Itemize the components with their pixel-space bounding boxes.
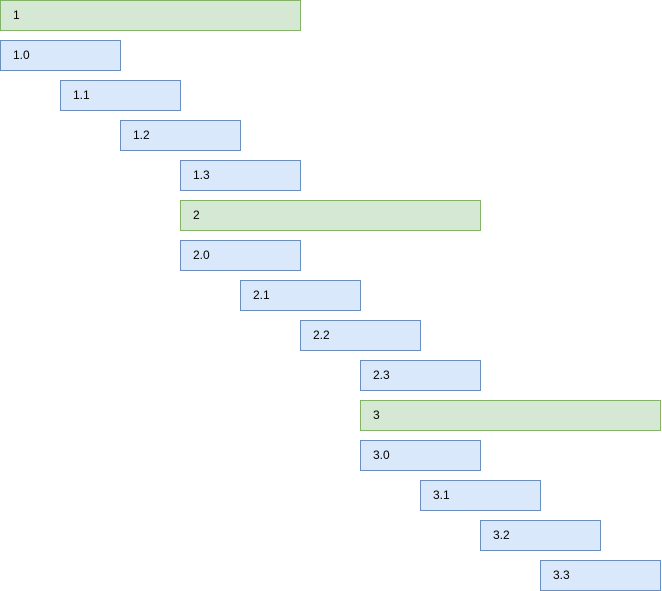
task-bar: 3.2 xyxy=(480,520,601,551)
task-bar: 2.0 xyxy=(180,240,301,271)
task-bar: 3.0 xyxy=(360,440,481,471)
task-bar: 2.1 xyxy=(240,280,361,311)
task-bar: 1.1 xyxy=(60,80,181,111)
task-bar: 1.0 xyxy=(0,40,121,71)
group-bar: 1 xyxy=(0,0,301,31)
task-bar: 3.1 xyxy=(420,480,541,511)
group-bar: 3 xyxy=(360,400,661,431)
task-bar: 1.3 xyxy=(180,160,301,191)
group-bar: 2 xyxy=(180,200,481,231)
task-bar: 3.3 xyxy=(540,560,661,591)
task-bar: 2.2 xyxy=(300,320,421,351)
task-bar: 2.3 xyxy=(360,360,481,391)
task-bar: 1.2 xyxy=(120,120,241,151)
